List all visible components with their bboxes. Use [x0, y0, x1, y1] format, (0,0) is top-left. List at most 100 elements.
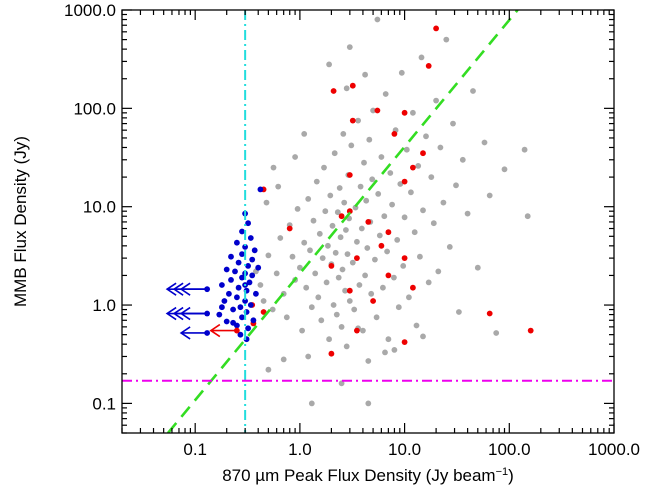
series-red	[249, 25, 534, 357]
series-gray	[253, 16, 531, 407]
red-point	[349, 117, 356, 124]
x-axis-label: 870 µm Peak Flux Density (Jy beam−1)	[222, 466, 514, 485]
gray-point	[338, 324, 345, 330]
gray-point	[440, 199, 447, 206]
blue-point	[242, 244, 249, 250]
gray-point	[370, 107, 376, 114]
blue-point	[235, 284, 242, 291]
gray-point	[366, 136, 373, 143]
red-point	[410, 164, 416, 171]
gray-point	[378, 154, 385, 160]
red-point	[328, 350, 335, 357]
series-blue	[216, 186, 264, 343]
gray-point	[400, 263, 407, 269]
blue-point	[235, 259, 242, 266]
blue-point	[242, 298, 249, 304]
gray-point	[316, 230, 323, 237]
gray-point	[334, 209, 341, 216]
gray-point	[343, 227, 349, 233]
gray-point	[289, 253, 296, 260]
gray-point	[340, 131, 347, 137]
gray-point	[394, 237, 401, 243]
gray-point	[423, 133, 429, 140]
gray-point	[312, 270, 319, 277]
blue-point	[251, 247, 258, 254]
gray-point	[433, 97, 439, 104]
gray-point	[351, 306, 358, 313]
blue-point	[253, 290, 259, 297]
blue-point	[247, 302, 254, 308]
gray-point	[265, 252, 272, 259]
blue-point	[228, 253, 234, 260]
gray-point	[330, 302, 337, 308]
gray-point	[326, 336, 332, 343]
gray-point	[326, 61, 332, 68]
red-point	[346, 208, 353, 215]
gray-point	[453, 182, 459, 189]
arrow-head	[209, 323, 221, 338]
gray-point	[335, 274, 342, 281]
red-point	[385, 272, 392, 279]
gray-point	[357, 183, 364, 190]
gray-point	[389, 201, 395, 208]
upper-limit-point	[204, 286, 211, 293]
gray-point	[375, 191, 382, 197]
red-point	[370, 298, 376, 304]
gray-point	[382, 91, 389, 97]
blue-point	[228, 277, 234, 283]
gray-point	[524, 213, 531, 220]
red-point	[354, 327, 360, 334]
gray-point	[349, 259, 356, 266]
blue-point	[223, 318, 230, 325]
gray-point	[486, 192, 493, 199]
blue-point	[230, 319, 237, 326]
gray-point	[315, 294, 322, 301]
y-tick-label: 0.1	[92, 394, 116, 413]
gray-point	[310, 217, 317, 224]
gray-point	[297, 264, 303, 271]
gray-point	[275, 183, 282, 190]
red-point	[349, 82, 356, 89]
blue-point	[219, 304, 225, 311]
gray-point	[332, 249, 339, 256]
gray-point	[395, 304, 402, 311]
upper-limit-arrow	[209, 323, 240, 338]
x-tick-label: 10.0	[388, 440, 421, 459]
gray-point	[365, 358, 372, 364]
gray-point	[373, 314, 380, 321]
red-point	[374, 107, 381, 114]
red-point	[401, 339, 408, 345]
gray-point	[408, 189, 414, 196]
gray-point	[270, 164, 277, 171]
gray-point	[384, 248, 390, 255]
gray-point	[464, 210, 471, 217]
blue-point	[245, 325, 252, 332]
blue-point	[246, 279, 253, 286]
gray-point	[501, 166, 508, 173]
gray-point	[263, 199, 270, 206]
blue-point	[226, 290, 232, 297]
y-tick-label: 1000.0	[64, 1, 116, 20]
blue-point	[255, 264, 262, 271]
gray-point	[459, 156, 466, 163]
gray-point	[346, 44, 353, 50]
gray-point	[398, 69, 405, 76]
gray-point	[344, 251, 351, 257]
arrow-head	[165, 282, 177, 296]
y-tick-label: 1.0	[92, 296, 116, 315]
red-point	[401, 255, 408, 261]
gray-point	[391, 274, 397, 281]
upper-limit-point	[233, 327, 240, 334]
gray-point	[362, 71, 368, 78]
gray-point	[437, 144, 444, 151]
plot-area	[122, 10, 614, 433]
blue-point	[239, 251, 245, 257]
fit-line	[166, 10, 519, 433]
gray-point	[303, 284, 310, 291]
gray-point	[305, 196, 312, 202]
gray-point	[323, 279, 330, 286]
blue-point	[239, 274, 245, 281]
gray-point	[481, 139, 488, 146]
gray-point	[325, 242, 331, 249]
y-axis-label: MMB Flux Density (Jy)	[11, 136, 30, 307]
